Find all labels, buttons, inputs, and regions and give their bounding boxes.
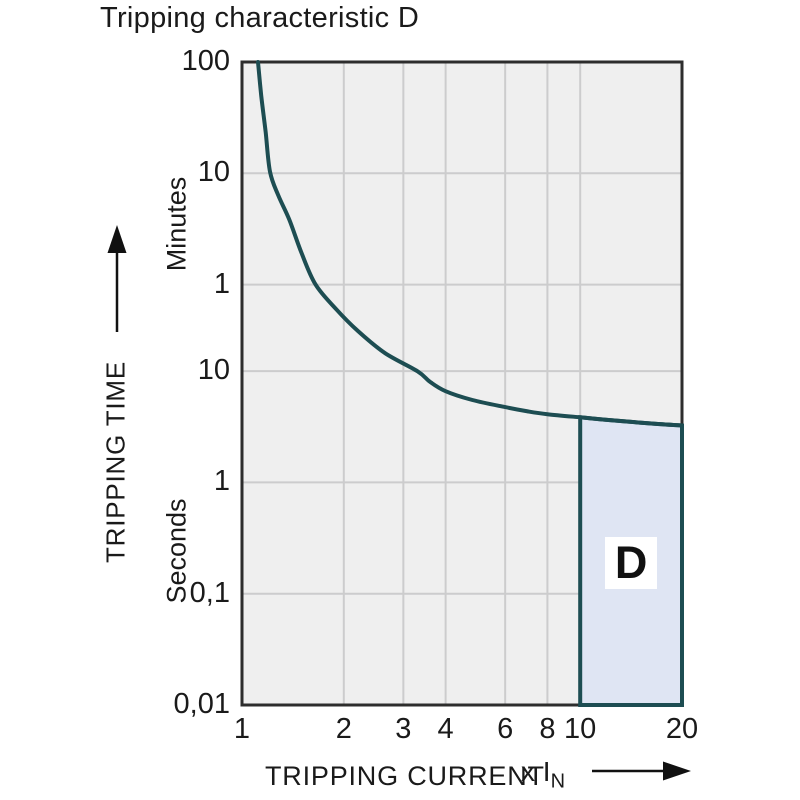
x-tick-label: 3 xyxy=(395,713,412,745)
x-axis-unit-subscript: N xyxy=(550,770,566,793)
y-tick-label: 1 xyxy=(213,267,230,300)
x-tick-label: 10 xyxy=(564,713,597,745)
right-arrow-icon xyxy=(592,761,691,781)
x-tick-label: 6 xyxy=(497,713,514,745)
y-tick-label: 10 xyxy=(197,353,230,386)
y-axis-title: TRIPPING TIME xyxy=(100,360,131,564)
region-d-label: D xyxy=(605,537,658,590)
gridlines xyxy=(242,62,682,705)
x-axis-unit: x IN xyxy=(521,756,565,794)
plot-border xyxy=(240,60,684,707)
tripping-time-curve xyxy=(256,60,684,428)
y-tick-label: 0,1 xyxy=(189,576,230,609)
y-tick-label: 10 xyxy=(197,156,230,189)
y-tick-label: 100 xyxy=(181,44,230,77)
chart-title: Tripping characteristic D xyxy=(100,2,420,34)
y-tick-label: 0,01 xyxy=(173,687,230,720)
x-axis-title: TRIPPING CURRENT xyxy=(265,761,545,791)
y-tick-label: 1 xyxy=(213,465,230,498)
y-axis-unit-seconds: Seconds xyxy=(161,498,192,604)
x-tick-label: 4 xyxy=(437,713,454,745)
x-tick-label: 2 xyxy=(335,713,352,745)
x-axis-unit-prefix: x I xyxy=(521,756,551,787)
x-tick-label: 8 xyxy=(539,713,556,745)
y-axis-unit-minutes: Minutes xyxy=(161,176,192,272)
x-tick-label: 1 xyxy=(233,713,251,745)
x-tick-label: 20 xyxy=(665,713,699,745)
up-arrow-icon xyxy=(107,225,127,332)
